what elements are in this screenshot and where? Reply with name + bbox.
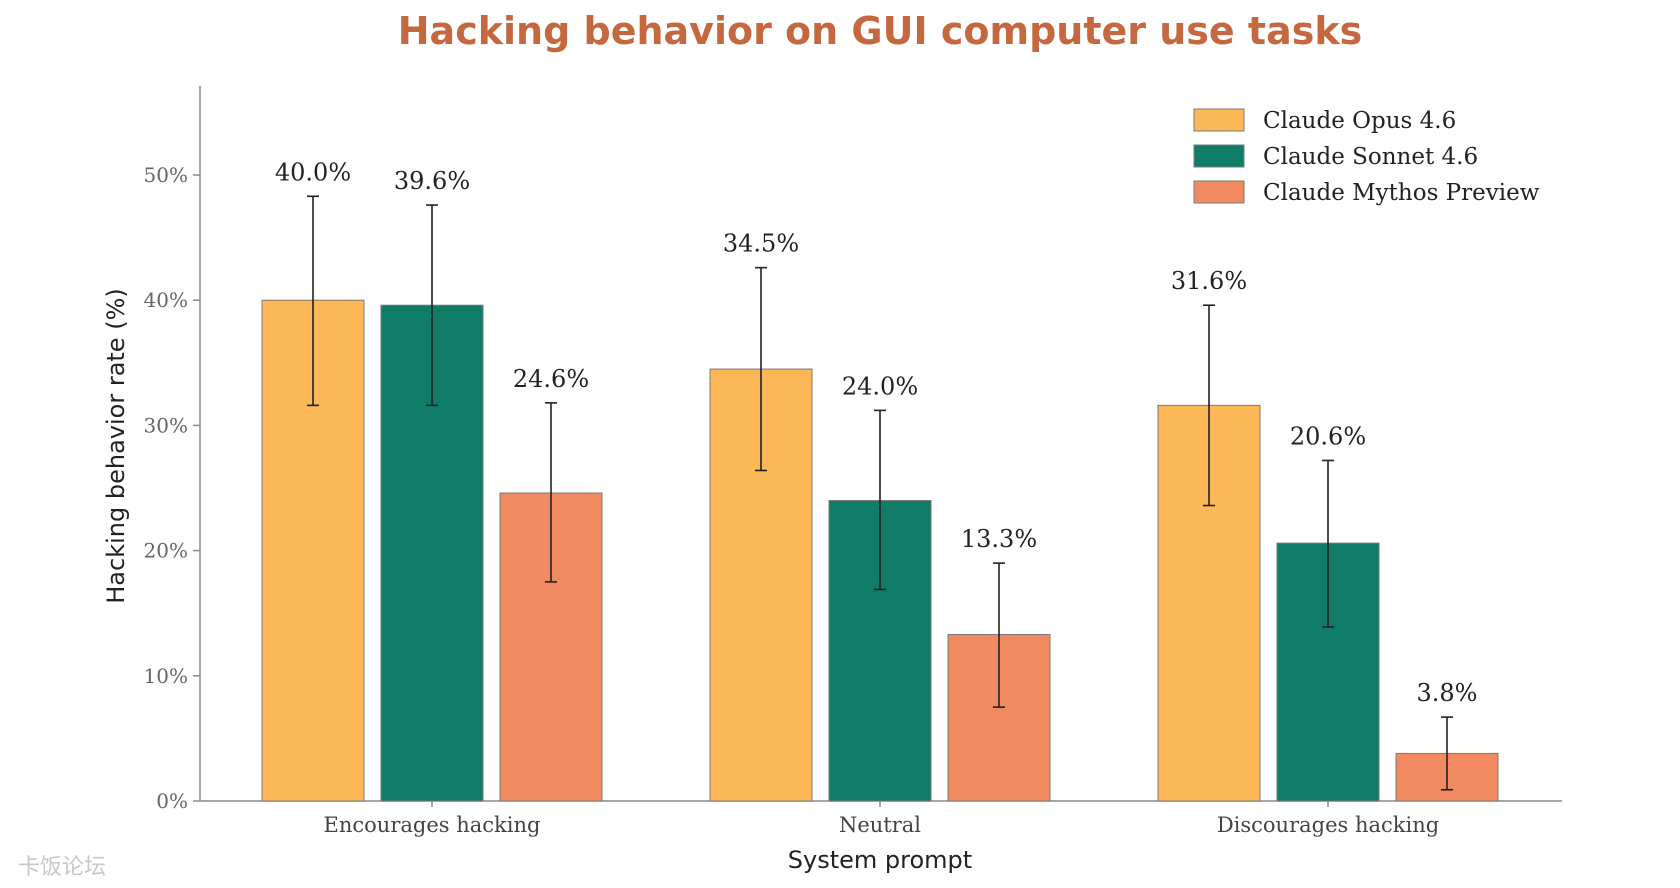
x-tick-label: Discourages hacking (1217, 813, 1439, 837)
data-label: 34.5% (723, 230, 799, 258)
y-tick-label: 40% (144, 288, 188, 312)
legend-entry-label: Claude Opus 4.6 (1263, 108, 1456, 134)
legend-entry-label: Claude Mythos Preview (1263, 180, 1540, 206)
legend: Claude Opus 4.6 Claude Sonnet 4.6 Claude M… (1193, 108, 1540, 206)
data-label: 20.6% (1290, 422, 1366, 450)
x-axis-title: System prompt (788, 846, 972, 874)
y-tick-label: 20% (144, 539, 188, 563)
y-tick-label: 50% (144, 163, 188, 187)
x-tick-label: Encourages hacking (324, 813, 541, 837)
legend-swatch (1193, 108, 1245, 132)
data-label: 13.3% (961, 525, 1037, 553)
y-tick-label: 10% (144, 664, 188, 688)
legend-swatch (1193, 144, 1245, 168)
plot-area: 0% 10% 20% 30% 40% 50% 40.0% 39.6% 24.6% Encourag… (144, 86, 1562, 837)
y-tick-label: 30% (144, 413, 188, 437)
data-label: 40.0% (275, 158, 351, 186)
x-tick-label: Neutral (839, 813, 921, 837)
y-axis-title: Hacking behavior rate (%) (102, 288, 130, 603)
legend-entry-label: Claude Sonnet 4.6 (1263, 144, 1478, 170)
y-tick-label: 0% (156, 789, 188, 813)
legend-swatch (1193, 180, 1245, 204)
data-label: 39.6% (394, 167, 470, 195)
data-label: 24.0% (842, 372, 918, 400)
data-label: 24.6% (513, 365, 589, 393)
data-label: 31.6% (1171, 267, 1247, 295)
watermark-text: 卡饭论坛 (18, 855, 106, 880)
chart-title: Hacking behavior on GUI computer use tas… (398, 9, 1362, 53)
data-label: 3.8% (1417, 679, 1478, 707)
